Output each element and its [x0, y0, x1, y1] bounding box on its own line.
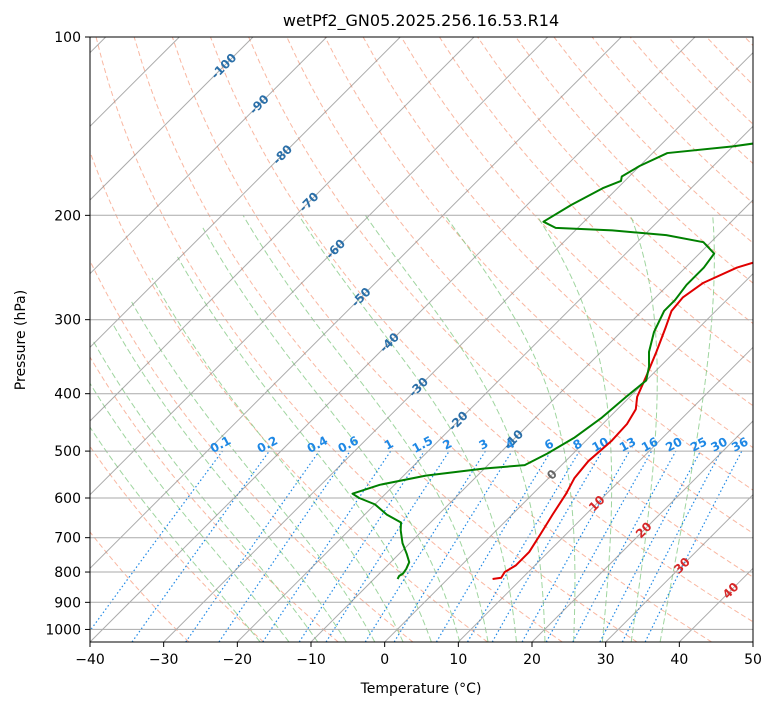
sounding-series	[351, 142, 753, 580]
y-tick-label: 200	[54, 208, 81, 224]
isotherm	[90, 37, 549, 496]
x-axis-title: Temperature (°C)	[360, 681, 482, 697]
mixing-ratio-line	[644, 450, 743, 642]
mixing-ratio-line	[572, 450, 677, 642]
x-tick-label: −40	[75, 652, 105, 668]
x-tick-label: 0	[380, 652, 389, 668]
isotherm	[163, 51, 753, 642]
dry-adiabat	[248, 37, 753, 578]
isotherm	[90, 37, 254, 201]
mixing-ratio-line	[393, 450, 513, 642]
isotherm	[90, 37, 328, 275]
dry-adiabat	[90, 531, 190, 642]
dry-adiabat	[90, 150, 488, 642]
moist-adiabat	[364, 215, 546, 642]
moist-adiabat	[444, 215, 576, 642]
mixing-ratio-label: 25	[688, 434, 709, 454]
moist-adiabat	[659, 215, 715, 642]
dry-adiabat	[171, 37, 712, 642]
dry-adiabat	[400, 37, 753, 407]
y-tick-label: 1000	[45, 622, 81, 638]
isotherm	[384, 272, 753, 642]
isotherm	[90, 37, 622, 570]
dry-adiabat	[90, 356, 339, 642]
mixing-ratio-line	[545, 450, 653, 642]
x-tick-label: 30	[597, 652, 615, 668]
y-tick-label: 300	[54, 313, 81, 329]
moist-adiabat	[177, 256, 432, 642]
dry-adiabat	[439, 37, 753, 366]
mixing-ratio-line	[90, 450, 223, 632]
dry-adiabat	[324, 37, 753, 491]
x-tick-label: −10	[296, 652, 326, 668]
dry-adiabat	[515, 37, 753, 284]
x-tick-label: 50	[744, 652, 762, 668]
isotherm	[457, 346, 753, 642]
moist-adiabat	[536, 215, 613, 642]
mixing-ratio-line	[218, 450, 351, 642]
isotherm	[90, 37, 475, 422]
y-tick-label: 500	[54, 444, 81, 460]
moist-adiabat	[151, 277, 404, 642]
y-tick-label: 400	[54, 387, 81, 403]
mixing-ratio-label: 13	[617, 434, 638, 454]
grid-lines	[90, 37, 753, 642]
y-axis-title: Pressure (hPa)	[13, 290, 29, 390]
mixing-ratio-line	[298, 450, 425, 642]
mixing-ratio-label: 20	[663, 434, 684, 454]
moist-adiabat	[112, 323, 347, 642]
moist-adiabat	[92, 340, 319, 642]
dry-adiabat	[95, 37, 563, 642]
mixing-ratio-line	[131, 450, 270, 642]
x-tick-label: 40	[670, 652, 688, 668]
x-tick-label: −30	[149, 652, 179, 668]
y-tick-label: 800	[54, 565, 81, 581]
mixing-ratio-line	[185, 450, 320, 642]
dry-adiabat	[210, 37, 753, 623]
isotherm	[531, 420, 753, 642]
mixing-ratio-label: 30	[708, 434, 729, 454]
isotherm	[310, 199, 753, 642]
dewpoint-line	[351, 142, 753, 580]
mixing-ratio-label: 36	[729, 434, 750, 454]
mixing-ratio-label: 16	[639, 434, 660, 454]
chart-title: wetPf2_GN05.2025.256.16.53.R14	[283, 11, 559, 31]
y-tick-label: 100	[54, 30, 81, 46]
moist-adiabat	[131, 301, 376, 642]
moist-adiabat	[242, 215, 489, 642]
temperature-line	[492, 261, 753, 580]
moist-adiabat	[202, 227, 461, 642]
mixing-ratio-line	[521, 450, 631, 642]
isotherm	[236, 125, 753, 642]
moist-adiabat	[90, 382, 290, 642]
y-axis: 100 200 300 400 500 600 700 800 900 1000	[45, 30, 90, 638]
x-tick-label: 20	[523, 652, 541, 668]
isotherm	[90, 37, 401, 349]
isotherm	[90, 37, 696, 642]
x-tick-label: −20	[223, 652, 253, 668]
y-tick-label: 900	[54, 595, 81, 611]
mixing-ratio-line	[325, 450, 450, 642]
plot-frame	[89, 36, 754, 643]
x-tick-label: 10	[449, 652, 467, 668]
mixing-ratio-line	[262, 450, 392, 642]
y-tick-label: 700	[54, 531, 81, 547]
y-tick-label: 600	[54, 491, 81, 507]
dry-adiabat	[90, 445, 264, 642]
moist-adiabat	[298, 215, 517, 642]
mixing-ratio-label: 10	[590, 434, 611, 454]
x-axis: −40 −30 −20 −10 0 10 20 30 40 50	[75, 642, 762, 668]
moist-adiabat	[90, 426, 261, 642]
dry-adiabat	[133, 37, 638, 642]
background-lines	[90, 37, 753, 642]
isotherm	[605, 493, 753, 642]
